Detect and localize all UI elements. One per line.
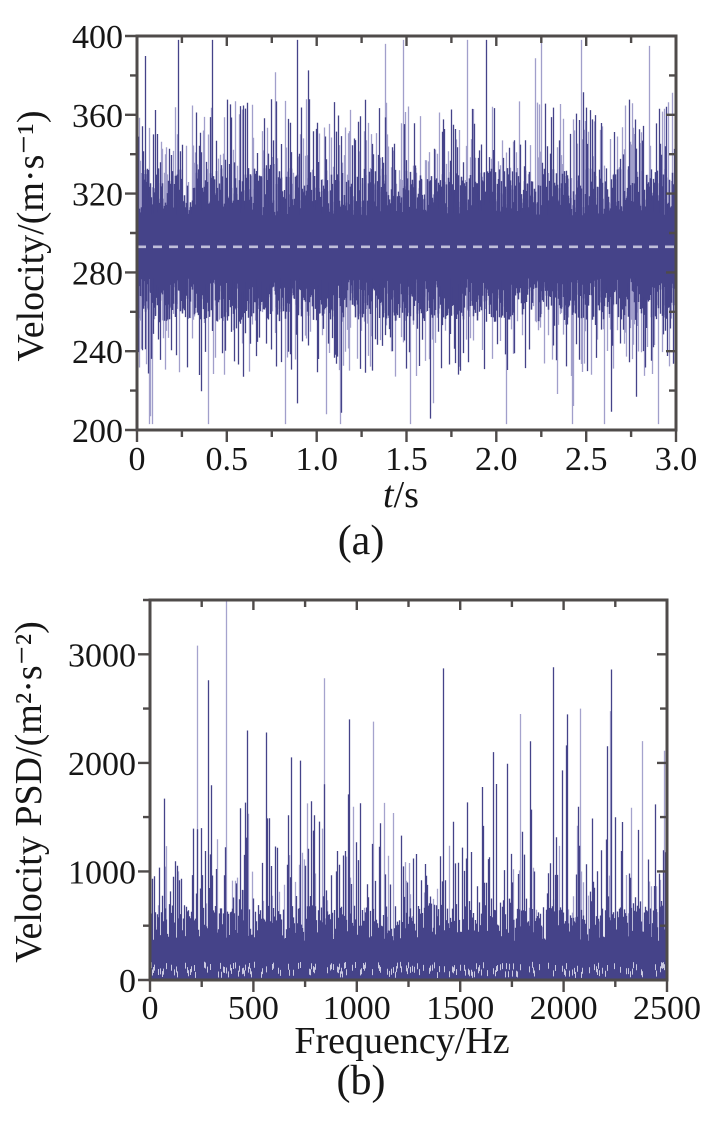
x-tick-label: 0.5 [206,441,249,478]
caption-b: (b) [336,1058,386,1104]
axis-ticks [125,34,678,442]
x-axis-label-frequency: Frequency/Hz [294,1022,509,1060]
x-tick-label: 500 [228,990,279,1027]
y-tick-label: 3000 [68,637,136,674]
x-tick-label: 1500 [426,990,494,1027]
caption-a: (a) [337,518,385,564]
y-axis-label-velocity-psd: Velocity PSD/(m²·s⁻²) [8,621,50,963]
x-tick-label: 3.0 [655,441,698,478]
y-tick-label: 2000 [68,746,136,783]
x-axis-label-time: t/s [383,476,419,514]
x-tick-label: 0 [129,441,146,478]
x-tick-label: 0 [142,990,159,1027]
x-tick-label: 2.0 [475,441,518,478]
axis-ticks [138,598,669,992]
x-axis-label-b-unit: Frequency/Hz [294,1020,510,1062]
x-axis-label-a-variable: t [383,474,394,516]
x-tick-label: 1.5 [385,441,428,478]
y-tick-label: 200 [72,413,123,450]
y-tick-label: 320 [72,177,123,214]
x-tick-label: 2000 [530,990,598,1027]
y-tick-label: 280 [72,255,123,292]
y-axis-label-b-text: Velocity PSD/(m²·s⁻²) [8,621,50,963]
y-axis-label-a-text: Velocity/(m·s⁻¹) [10,110,52,362]
chart-b: 0 500 1000 1500 2000 2500 0 1000 2000 3000 [68,598,701,1027]
y-axis-label-velocity: Velocity/(m·s⁻¹) [10,110,52,362]
y-tick-label: 400 [72,19,123,56]
y-tick-label: 240 [72,334,123,371]
x-tick-label: 2.5 [565,441,608,478]
psd-dark-strands [149,667,668,980]
x-tick-label: 2500 [633,990,701,1027]
x-tick-label: 1000 [323,990,391,1027]
y-tick-label: 360 [72,98,123,135]
y-tick-label: 1000 [68,854,136,891]
x-axis-label-a-unit: /s [393,474,419,516]
y-tick-label: 0 [119,963,136,1000]
chart-a: 0 0.5 1.0 1.5 2.0 2.5 3.0 200 240 280 320 360 400 [72,19,697,478]
velocity-signal-core-band [136,168,677,322]
x-tick-label: 1.0 [295,441,338,478]
